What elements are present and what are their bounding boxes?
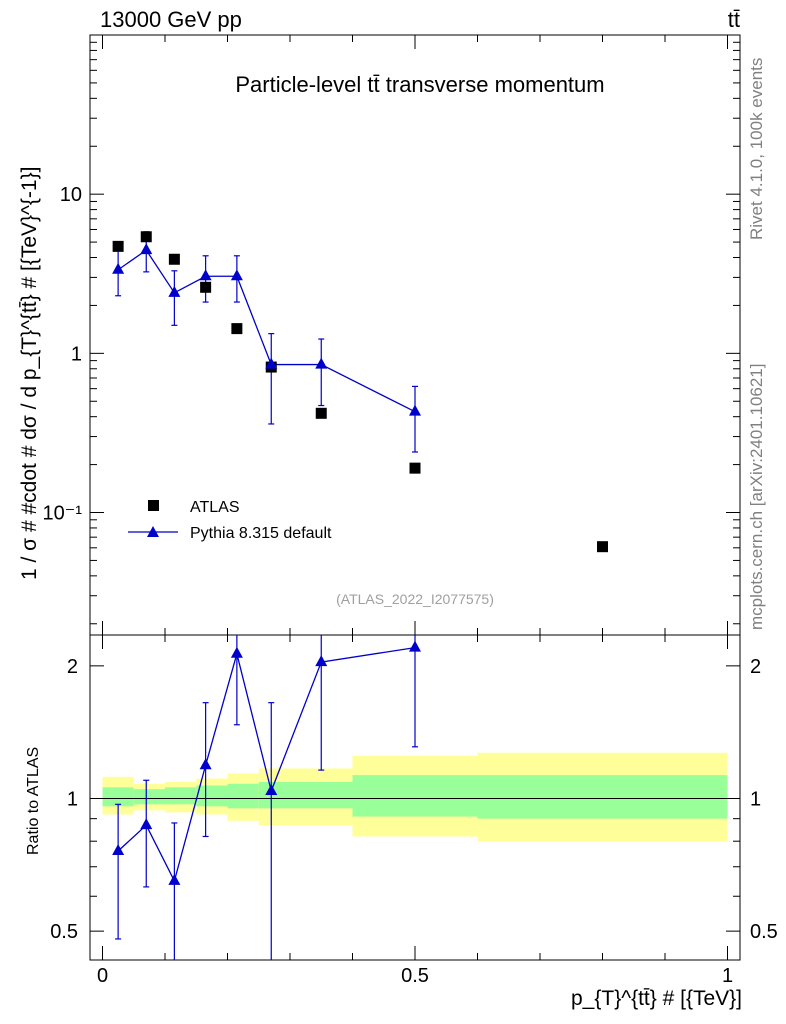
ratio-data-point [315, 655, 328, 667]
ratio-line [117, 646, 416, 883]
atlas-data-point [597, 541, 608, 553]
atlas-data-point [409, 462, 421, 474]
legend-pythia-label: Pythia 8.315 default [190, 525, 332, 542]
ratio-y-tick-label-right: 2 [750, 656, 761, 678]
ratio-y-tick-label: 2 [67, 656, 78, 678]
atlas-data-point [112, 240, 124, 252]
ratio-data-point [199, 758, 212, 770]
pythia-data-point [265, 357, 278, 369]
pythia-data-point [315, 357, 328, 369]
ratio-data-point [265, 783, 278, 795]
legend-atlas-label: ATLAS [190, 499, 240, 516]
x-tick-label: 0 [97, 965, 108, 987]
ratio-y-tick-label-right: 1 [750, 788, 761, 810]
main-panel: Particle-level tt̄ transverse momentum 1… [18, 34, 741, 636]
ratio-data-point [409, 640, 421, 652]
legend: ATLAS Pythia 8.315 default [128, 499, 332, 542]
main-y-axis-label: 1 / σ # #cdot # dσ / d p_{T}^{tt̄} # [{T… [18, 167, 41, 580]
ratio-data-layer [112, 635, 421, 960]
main-axis-ticks [90, 35, 740, 635]
x-axis-label: p_{T}^{tt̄} # [{TeV}] [571, 987, 742, 1010]
analysis-watermark: (ATLAS_2022_I2077575) [336, 591, 494, 607]
main-title: Particle-level tt̄ transverse momentum [235, 72, 604, 97]
ratio-y-tick-label: 1 [67, 788, 78, 810]
atlas-data-point [200, 281, 212, 293]
ratio-y-tick-label-right: 0.5 [750, 921, 778, 943]
atlas-data-point [168, 253, 180, 265]
ratio-inner-band [227, 783, 259, 809]
main-y-tick-labels: 10 1 10⁻¹ [43, 184, 83, 524]
pythia-data-point [140, 243, 153, 255]
ratio-inner-band [165, 787, 197, 805]
ratio-inner-band [258, 782, 353, 809]
ratio-data-point [140, 818, 153, 830]
pythia-data-point [199, 269, 212, 281]
legend-pythia-marker [147, 526, 159, 537]
rivet-version-label: Rivet 4.1.0, 100k events [747, 58, 766, 240]
legend-atlas-marker [148, 500, 159, 511]
main-y-tick-label: 1 [71, 343, 82, 365]
ratio-inner-band [477, 775, 728, 819]
ratio-data-point [230, 646, 243, 658]
pythia-data-point [168, 285, 181, 297]
process-label: tt̄ [728, 7, 740, 32]
pythia-data-point [230, 269, 243, 281]
x-tick-label: 1 [722, 965, 733, 987]
pythia-data-point [112, 262, 125, 274]
atlas-data-point [231, 323, 243, 335]
ratio-data-point [168, 873, 181, 885]
main-frame [89, 34, 741, 636]
ratio-inner-band [133, 789, 165, 805]
main-y-tick-label: 10⁻¹ [43, 503, 83, 525]
ratio-inner-band [196, 785, 228, 807]
pythia-data-point [409, 404, 421, 416]
ratio-inner-band [102, 787, 134, 807]
ratio-uncertainty-bands [102, 752, 728, 842]
pythia-line [117, 249, 416, 413]
energy-label: 13000 GeV pp [100, 7, 242, 32]
atlas-data-point [140, 231, 152, 243]
mcplots-label: mcplots.cern.ch [arXiv:2401.10621] [747, 364, 766, 630]
ratio-y-axis-label: Ratio to ATLAS [25, 747, 42, 855]
ratio-inner-band [352, 775, 478, 817]
x-tick-label: 0.5 [401, 965, 429, 987]
ratio-panel: 2 2 1 1 0.5 0.5 0 0.5 1 Ratio to ATLAS p_{T}^{tt… [25, 634, 778, 1010]
main-y-tick-label: 10 [60, 184, 82, 206]
ratio-data-point [112, 844, 125, 856]
main-data-layer [112, 231, 608, 553]
atlas-data-point [315, 407, 327, 419]
ratio-tick-labels: 2 2 1 1 0.5 0.5 0 0.5 1 [50, 656, 778, 987]
ratio-y-tick-label: 0.5 [50, 921, 78, 943]
